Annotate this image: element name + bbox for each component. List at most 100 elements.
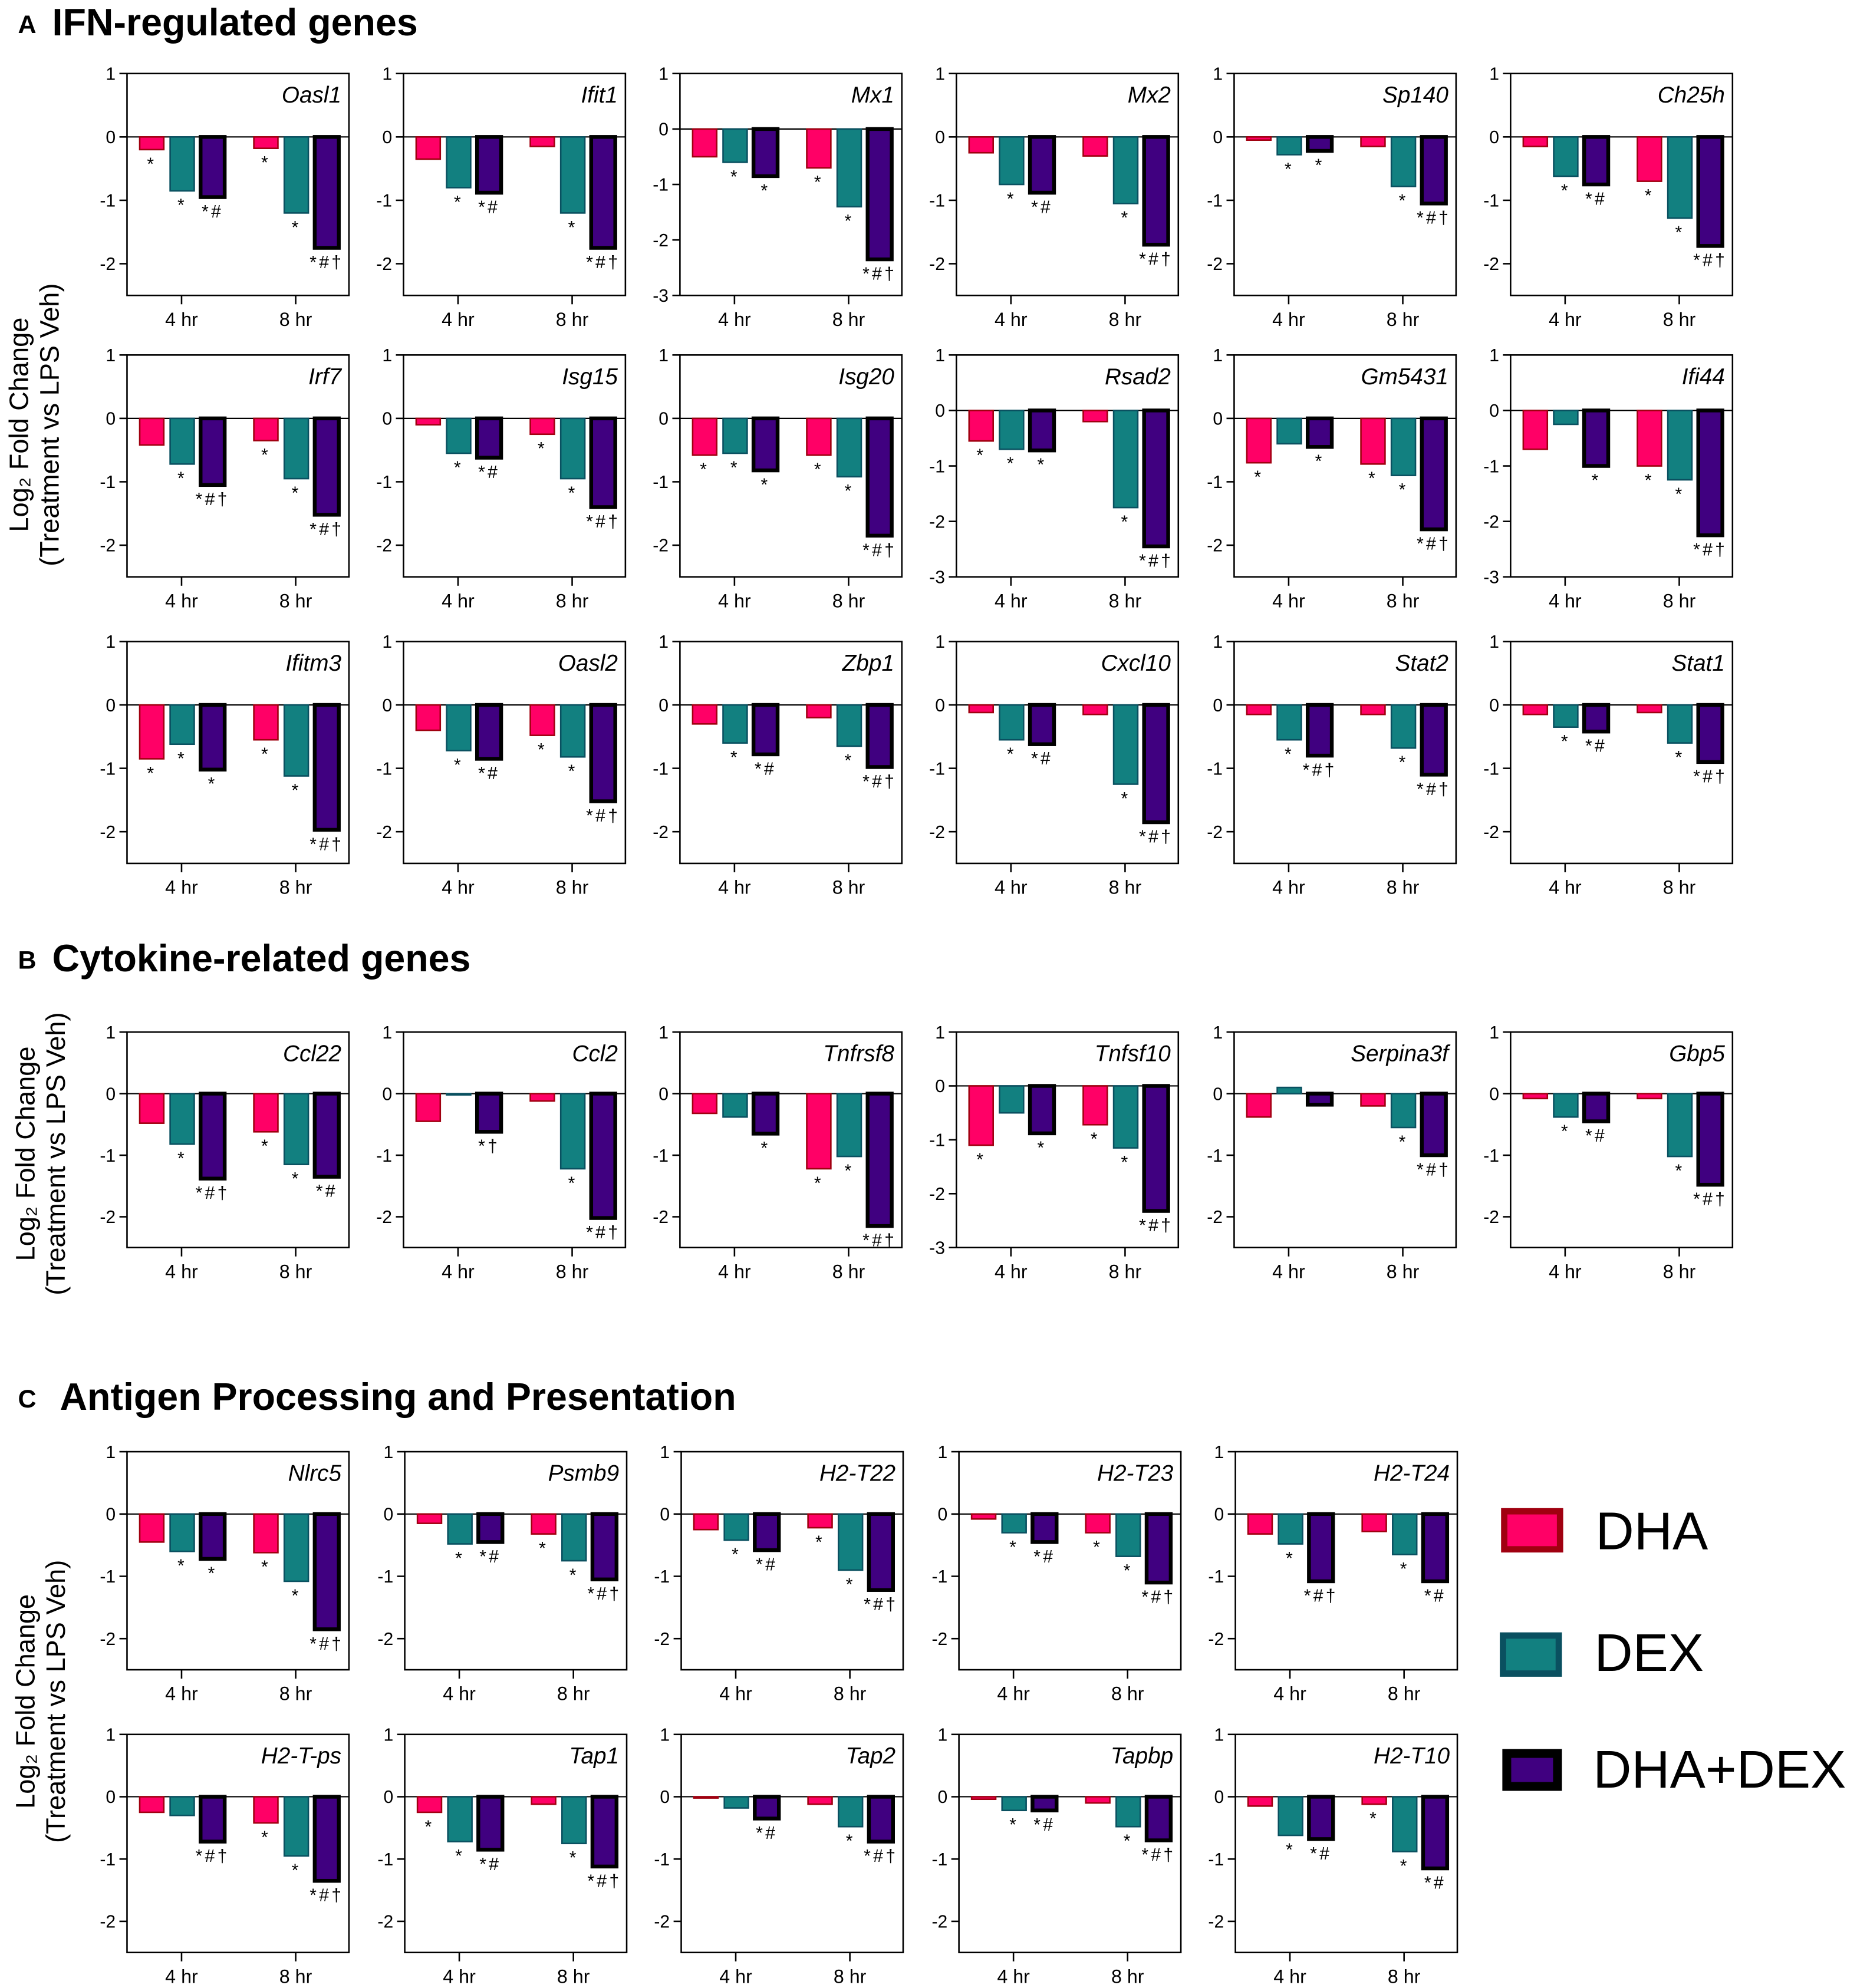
- y-tick-label: 0: [383, 1788, 393, 1807]
- significance-label: *: [1091, 1130, 1100, 1149]
- significance-label: *#†: [1693, 767, 1727, 786]
- plot-frame: [679, 354, 903, 578]
- bar-dha-dex-8hr: [1696, 1092, 1724, 1187]
- y-tick-label: -1: [376, 759, 392, 779]
- plot-frame: [679, 1031, 903, 1249]
- significance-label: *: [147, 764, 156, 783]
- gene-label: Oasl1: [282, 83, 341, 108]
- bar-dha-dex-8hr: [865, 703, 894, 769]
- y-label-line1: Log₂ Fold Change: [10, 1047, 40, 1261]
- gene-label: Cxcl10: [1101, 651, 1171, 676]
- plot-frame: [404, 1450, 628, 1671]
- gene-label: Ifi44: [1682, 364, 1725, 390]
- panel-tnfsf10: -3 -2 -1 0 1 Tnfsf10 4 hr * * 8 hr * * *#†: [929, 1023, 1180, 1282]
- bar-dex-8hr: [283, 417, 310, 480]
- y-tick-label: -2: [654, 1630, 670, 1649]
- y-tick-label: 1: [382, 632, 392, 652]
- y-tick-label: -2: [1207, 823, 1223, 842]
- y-tick-label: -1: [1483, 1146, 1499, 1166]
- section-title-a: IFN-regulated genes: [52, 1, 418, 44]
- bar-dex-8hr: [1112, 704, 1139, 785]
- significance-label: *: [814, 460, 824, 480]
- bar-dha-4hr: [692, 417, 718, 456]
- bar-dha-dex-8hr: [312, 135, 341, 250]
- x-tick-label: 4 hr: [165, 590, 198, 611]
- x-tick-label: 4 hr: [995, 1261, 1028, 1282]
- significance-label: *#: [478, 463, 500, 482]
- y-tick-label: 1: [382, 65, 392, 84]
- significance-label: *: [845, 212, 854, 231]
- x-tick-label: 8 hr: [279, 1683, 312, 1705]
- y-tick-label: 1: [1489, 1023, 1499, 1043]
- bar-dha-dex-4hr: [1582, 408, 1611, 468]
- plot-frame: [958, 1733, 1182, 1954]
- significance-label: *#†: [196, 1847, 230, 1866]
- y-tick-label: 0: [106, 696, 116, 716]
- significance-label: *: [1007, 745, 1016, 764]
- x-tick-label: 8 hr: [1387, 309, 1420, 330]
- bar-dex-4hr: [446, 417, 472, 454]
- bar-dha-dex-4hr: [1582, 1092, 1611, 1123]
- y-tick-label: 0: [106, 1788, 116, 1807]
- bar-dex-4hr: [169, 1513, 195, 1552]
- bar-dex-4hr: [999, 410, 1025, 450]
- bar-dex-4hr: [1553, 704, 1579, 728]
- bar-dha-8hr: [529, 704, 555, 736]
- y-tick-label: 0: [935, 401, 945, 421]
- bar-dha-4hr: [1522, 1093, 1549, 1100]
- bar-dha-8hr: [1637, 704, 1662, 714]
- gene-label: H2-T-ps: [261, 1743, 341, 1769]
- bar-dha-8hr: [806, 417, 832, 456]
- x-tick-label: 8 hr: [834, 1683, 867, 1705]
- significance-label: *: [700, 460, 709, 480]
- x-tick-label: 8 hr: [1111, 1966, 1144, 1987]
- bar-dha-4hr: [139, 417, 165, 446]
- significance-label: *#†: [1303, 761, 1337, 780]
- significance-label: *: [1009, 1538, 1019, 1557]
- y-tick-label: 1: [382, 1023, 392, 1043]
- y-tick-label: -1: [100, 473, 116, 492]
- bar-dex-4hr: [446, 1093, 472, 1096]
- y-tick-label: -1: [1208, 1567, 1224, 1587]
- y-tick-label: 1: [1489, 632, 1499, 652]
- bar-dex-8hr: [559, 704, 586, 758]
- legend-label-dex: DEX: [1594, 1623, 1704, 1683]
- bar-dex-4hr: [1001, 1513, 1027, 1534]
- gene-label: Ccl22: [283, 1041, 341, 1067]
- bar-dha-8hr: [529, 136, 555, 147]
- significance-label: *: [1254, 468, 1263, 487]
- significance-label: *: [845, 751, 854, 770]
- significance-label: *: [261, 1137, 271, 1156]
- y-label-line2: (Treatment vs LPS Veh): [41, 1560, 71, 1843]
- significance-label: *#: [479, 1547, 501, 1567]
- x-tick-label: 8 hr: [1387, 877, 1420, 898]
- y-tick-label: 0: [660, 1788, 670, 1807]
- bar-dha-4hr: [1247, 1796, 1273, 1807]
- y-tick-label: 1: [658, 1023, 669, 1043]
- panel-zbp1: -2 -1 0 1 Zbp1 4 hr * *# 8 hr * *#†: [653, 632, 903, 898]
- significance-label: *: [761, 181, 771, 200]
- y-tick-label: 1: [1213, 632, 1223, 652]
- y-tick-label: 1: [106, 346, 116, 365]
- significance-label: *: [208, 774, 218, 794]
- y-tick-label: 1: [1489, 346, 1499, 365]
- significance-label: *#†: [310, 835, 344, 854]
- bar-dha-8hr: [807, 1796, 833, 1805]
- bar-dex-8hr: [837, 1796, 864, 1828]
- gene-label: H2-T23: [1097, 1461, 1174, 1486]
- panel-h2-t24: -2 -1 0 1 H2-T24 4 hr * *#† 8 hr * *#: [1208, 1443, 1458, 1705]
- bar-dha-8hr: [806, 128, 832, 169]
- panel-ifi44: -3 -2 -1 0 1 Ifi44 4 hr * 8 hr * * *#†: [1483, 346, 1734, 611]
- x-tick-label: 8 hr: [556, 1261, 589, 1282]
- bar-dha-dex-8hr: [1420, 416, 1448, 532]
- bar-dha-dex-4hr: [1030, 1512, 1059, 1544]
- y-tick-label: -1: [1207, 759, 1223, 779]
- panel-stat2: -2 -1 0 1 Stat2 4 hr * *#† 8 hr * *#†: [1207, 632, 1457, 898]
- significance-label: *: [976, 446, 986, 466]
- significance-label: *: [1121, 1153, 1130, 1172]
- x-tick-label: 8 hr: [1111, 1683, 1144, 1705]
- bar-dha-dex-4hr: [1305, 135, 1334, 153]
- significance-label: *: [814, 1173, 824, 1193]
- bar-dha-dex-4hr: [751, 127, 780, 179]
- x-tick-label: 8 hr: [279, 877, 312, 898]
